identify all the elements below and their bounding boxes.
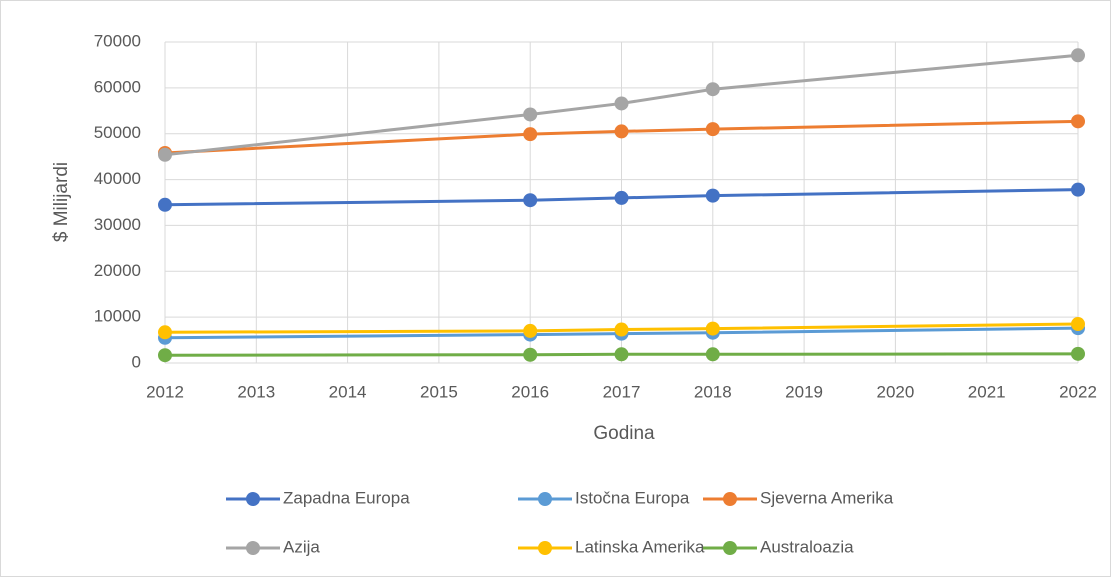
y-tick-label: 70000 — [94, 31, 141, 50]
x-tick-label: 2020 — [876, 382, 914, 401]
x-tick-label: 2016 — [511, 382, 549, 401]
legend-marker — [723, 541, 737, 555]
data-point — [158, 147, 172, 162]
data-point — [523, 347, 538, 362]
legend-marker — [246, 492, 260, 506]
data-point — [614, 347, 629, 362]
data-point — [705, 82, 720, 97]
y-tick-label: 40000 — [94, 169, 141, 188]
x-tick-label: 2015 — [420, 382, 458, 401]
legend-marker — [246, 541, 260, 555]
y-tick-label: 60000 — [94, 77, 141, 96]
data-point — [705, 347, 720, 362]
legend-label: Istočna Europa — [575, 488, 690, 507]
y-tick-label: 0 — [132, 352, 141, 371]
data-point — [523, 107, 538, 122]
data-point — [614, 96, 629, 111]
data-point — [1071, 346, 1085, 361]
x-tick-label: 2018 — [694, 382, 732, 401]
data-point — [705, 122, 720, 137]
data-point — [158, 348, 172, 363]
data-point — [1071, 182, 1085, 197]
legend-marker — [538, 541, 552, 555]
y-tick-label: 30000 — [94, 215, 141, 234]
data-point — [705, 321, 720, 336]
y-axis-label: $ Milijardi — [51, 162, 72, 242]
data-point — [1071, 317, 1085, 332]
data-point — [614, 190, 629, 205]
x-tick-label: 2021 — [968, 382, 1006, 401]
data-point — [705, 188, 720, 203]
x-tick-label: 2013 — [237, 382, 275, 401]
data-point — [523, 127, 538, 142]
data-point — [1071, 48, 1085, 63]
data-point — [1071, 114, 1085, 129]
legend-label: Zapadna Europa — [283, 488, 410, 507]
legend-label: Australoazia — [760, 537, 854, 556]
y-tick-label: 50000 — [94, 123, 141, 142]
legend-label: Azija — [283, 537, 320, 556]
x-axis-label: Godina — [593, 423, 655, 444]
legend-marker — [538, 492, 552, 506]
data-point — [158, 197, 172, 212]
x-tick-label: 2022 — [1059, 382, 1097, 401]
x-tick-label: 2014 — [329, 382, 367, 401]
data-point — [158, 325, 172, 340]
x-tick-label: 2019 — [785, 382, 823, 401]
y-tick-label: 10000 — [94, 307, 141, 326]
data-point — [614, 124, 629, 139]
data-point — [523, 193, 538, 208]
y-tick-label: 20000 — [94, 261, 141, 280]
data-point — [523, 323, 538, 338]
x-tick-label: 2012 — [146, 382, 184, 401]
legend-marker — [723, 492, 737, 506]
x-tick-label: 2017 — [603, 382, 641, 401]
legend-label: Latinska Amerika — [575, 537, 705, 556]
legend-label: Sjeverna Amerika — [760, 488, 894, 507]
data-point — [614, 322, 629, 337]
